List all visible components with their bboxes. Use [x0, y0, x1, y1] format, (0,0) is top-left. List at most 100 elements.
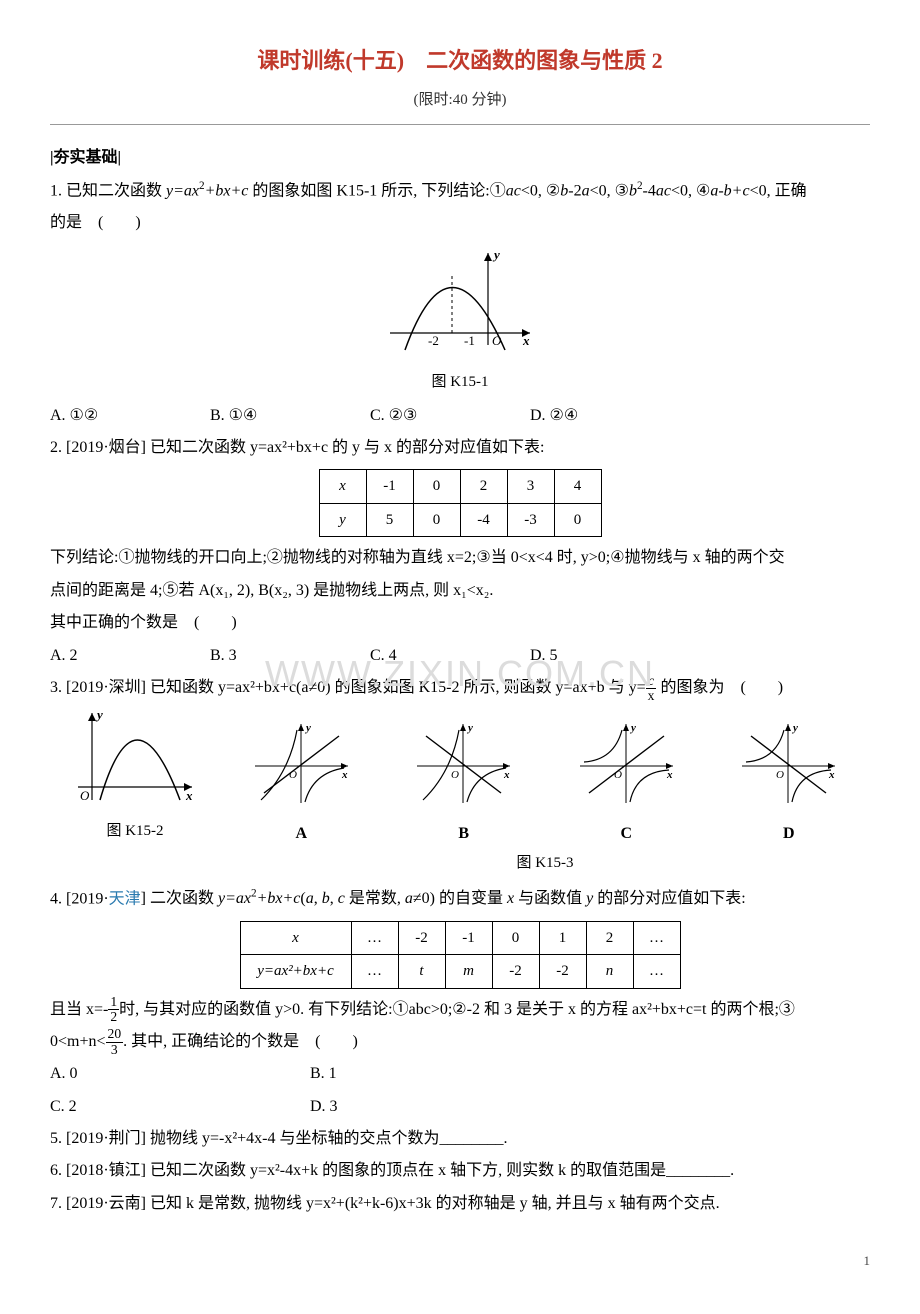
- q1-choice-c: C. ②③: [370, 401, 530, 431]
- q2-choice-b: B. 3: [210, 641, 370, 671]
- figcap-k15-3: 图 K15-3: [220, 849, 870, 878]
- figcap-k15-2: 图 K15-2: [50, 817, 220, 846]
- q4-rest: ] 二次函数 y=ax2+bx+c(a, b, c 是常数, a≠0) 的自变量…: [141, 890, 746, 907]
- svg-text:O: O: [492, 333, 502, 348]
- cell: x: [240, 921, 351, 955]
- q1-text-e: <0, ④: [671, 182, 710, 199]
- figure-row: O x y 图 K15-2 O x y A: [50, 705, 870, 849]
- q1-choice-a: A. ①②: [50, 401, 210, 431]
- q1-text-f: <0, 正确: [750, 182, 807, 199]
- option-label-b: B: [411, 819, 516, 849]
- option-label-c: C: [574, 819, 679, 849]
- q1-choices: A. ①② B. ①④ C. ②③ D. ②④: [50, 401, 870, 431]
- cell: …: [633, 921, 680, 955]
- cell: m: [445, 955, 492, 989]
- cell: -1: [366, 470, 413, 504]
- q7: 7. [2019·云南] 已知 k 是常数, 抛物线 y=x²+(k²+k-6)…: [50, 1189, 870, 1219]
- cell: -1: [445, 921, 492, 955]
- q2-line2b: 点间的距离是 4;⑤若 A(x₁, 2), B(x₂, 3) 是抛物线上两点, …: [50, 576, 870, 606]
- table-row: y 5 0 -4 -3 0: [319, 503, 601, 537]
- svg-text:y: y: [492, 247, 500, 262]
- q2-stem: 2. [2019·烟台] 已知二次函数 y=ax²+bx+c 的 y 与 x 的…: [50, 433, 870, 463]
- cell: 2: [460, 470, 507, 504]
- cell: y=ax²+bx+c: [240, 955, 351, 989]
- svg-text:x: x: [185, 788, 193, 803]
- q2-line2a: 下列结论:①抛物线的开口向上;②抛物线的对称轴为直线 x=2;③当 0<x<4 …: [50, 543, 870, 573]
- q4-stem: 4. [2019·天津] 二次函数 y=ax2+bx+c(a, b, c 是常数…: [50, 884, 870, 915]
- q4-choices-row1: A. 0 B. 1: [50, 1059, 870, 1089]
- option-label-a: A: [249, 819, 354, 849]
- svg-text:O: O: [776, 769, 784, 781]
- svg-text:y: y: [466, 722, 473, 734]
- q4-l3b: . 其中, 正确结论的个数是 ( ): [123, 1033, 358, 1050]
- svg-text:O: O: [289, 769, 297, 781]
- cell: -2: [539, 955, 586, 989]
- svg-text:y: y: [629, 722, 636, 734]
- table-row: x … -2 -1 0 1 2 …: [240, 921, 680, 955]
- cell: …: [351, 955, 398, 989]
- q1-stem: 1. 已知二次函数 y=ax2+bx+c 的图象如图 K15-1 所示, 下列结…: [50, 176, 870, 207]
- cell: y: [319, 503, 366, 537]
- q3-text-b: 的图象为 ( ): [656, 679, 783, 696]
- parabola-icon: -2 -1 O x y: [380, 245, 540, 355]
- figcap-k15-1: 图 K15-1: [50, 368, 870, 397]
- svg-text:x: x: [828, 769, 835, 781]
- q2-line3: 其中正确的个数是 ( ): [50, 608, 870, 638]
- svg-text:y: y: [95, 707, 103, 722]
- cell: …: [633, 955, 680, 989]
- svg-text:x: x: [503, 769, 510, 781]
- option-label-d: D: [736, 819, 841, 849]
- option-c-icon: O x y: [574, 718, 679, 808]
- svg-text:O: O: [80, 788, 90, 803]
- cell: t: [398, 955, 445, 989]
- q2-choice-c: C. 4: [370, 641, 530, 671]
- q4-line2: 且当 x=-12时, 与其对应的函数值 y>0. 有下列结论:①abc>0;②-…: [50, 995, 870, 1025]
- table-row: y=ax²+bx+c … t m -2 -2 n …: [240, 955, 680, 989]
- q4-choice-b: B. 1: [310, 1059, 337, 1089]
- figure-k15-1: -2 -1 O x y: [50, 245, 870, 366]
- cell: 3: [507, 470, 554, 504]
- cell: 1: [539, 921, 586, 955]
- cell: 0: [413, 470, 460, 504]
- q1-text-a: 1. 已知二次函数: [50, 182, 166, 199]
- section-heading: |夯实基础|: [50, 143, 870, 173]
- q4-choice-a: A. 0: [50, 1059, 310, 1089]
- q1-choice-b: B. ①④: [210, 401, 370, 431]
- divider: [50, 124, 870, 125]
- cell: -2: [398, 921, 445, 955]
- page-number: 1: [50, 1249, 870, 1274]
- q4-l2a: 且当 x=-: [50, 1001, 108, 1018]
- q4-city: 天津: [109, 890, 141, 907]
- svg-text:-2: -2: [428, 333, 439, 348]
- cell: 0: [492, 921, 539, 955]
- q1-text-d: <0, ③: [590, 182, 629, 199]
- cell: -4: [460, 503, 507, 537]
- cell: -2: [492, 955, 539, 989]
- cell: 0: [413, 503, 460, 537]
- q4-table: x … -2 -1 0 1 2 … y=ax²+bx+c … t m -2 -2…: [240, 921, 681, 989]
- q1-choice-d: D. ②④: [530, 401, 690, 431]
- q1-text-c: <0, ②: [521, 182, 560, 199]
- q1-line2: 的是 ( ): [50, 208, 870, 238]
- q4-l3a: 0<m+n<: [50, 1033, 106, 1050]
- q2-choice-d: D. 5: [530, 641, 690, 671]
- q1-text-b: 的图象如图 K15-1 所示, 下列结论:①: [248, 182, 505, 199]
- option-d-icon: O x y: [736, 718, 841, 808]
- svg-text:y: y: [791, 722, 798, 734]
- q6: 6. [2018·镇江] 已知二次函数 y=x²-4x+k 的图象的顶点在 x …: [50, 1156, 870, 1186]
- cell: …: [351, 921, 398, 955]
- svg-text:x: x: [666, 769, 673, 781]
- time-limit: (限时:40 分钟): [50, 86, 870, 115]
- cell: n: [586, 955, 633, 989]
- q3-text-a: 3. [2019·深圳] 已知函数 y=ax²+bx+c(a≠0) 的图象如图 …: [50, 679, 646, 696]
- q4-choice-c: C. 2: [50, 1092, 310, 1122]
- option-b-icon: O x y: [411, 718, 516, 808]
- svg-text:O: O: [614, 769, 622, 781]
- svg-text:y: y: [304, 722, 311, 734]
- cell: 4: [554, 470, 601, 504]
- svg-text:O: O: [451, 769, 459, 781]
- page-title: 课时训练(十五) 二次函数的图象与性质 2: [50, 40, 870, 82]
- q3-stem: 3. [2019·深圳] 已知函数 y=ax²+bx+c(a≠0) 的图象如图 …: [50, 673, 870, 703]
- svg-text:x: x: [522, 333, 530, 348]
- cell: 0: [554, 503, 601, 537]
